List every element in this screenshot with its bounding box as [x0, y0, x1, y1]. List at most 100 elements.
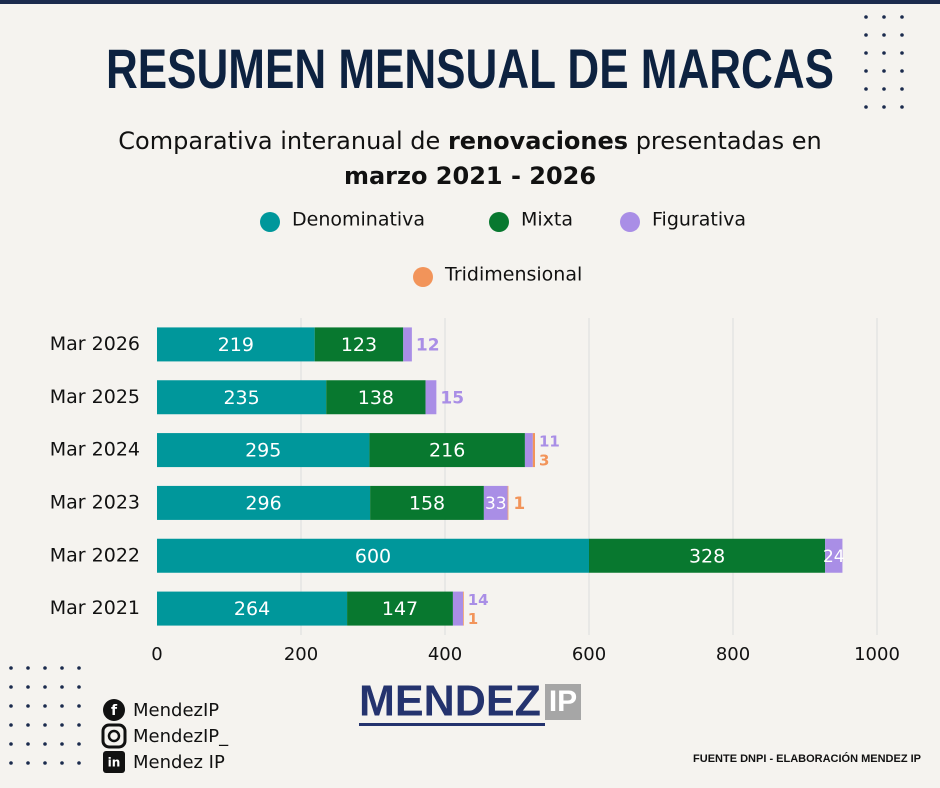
bar: [157, 327, 315, 362]
dot: [60, 742, 64, 746]
subtitle: Comparativa interanual de renovaciones p…: [118, 127, 821, 155]
dot: [43, 704, 47, 708]
chart-title: RESUMEN MENSUAL DE MARCAS: [106, 37, 834, 100]
dot: [900, 33, 904, 37]
social-handle: Mendez IP: [133, 752, 225, 773]
y-tick-label: Mar 2022: [50, 544, 140, 566]
value-label: 216: [429, 440, 465, 462]
value-label: 600: [355, 545, 391, 567]
x-tick-label: 800: [716, 644, 750, 665]
bar: [314, 327, 404, 362]
legend-swatch: [489, 212, 509, 232]
dot: [9, 685, 13, 689]
dot: [43, 742, 47, 746]
y-tick-label: Mar 2024: [50, 439, 140, 461]
value-label: 328: [689, 545, 725, 567]
dot: [77, 723, 81, 727]
value-label: 24: [823, 547, 845, 567]
dot: [900, 15, 904, 19]
dot: [864, 105, 868, 109]
bar: [425, 380, 437, 415]
dot: [77, 704, 81, 708]
dot: [43, 761, 47, 765]
value-label: 3: [539, 452, 549, 470]
x-tick-label: 200: [284, 644, 318, 665]
y-tick-label: Mar 2025: [50, 386, 140, 408]
value-label: 219: [218, 334, 254, 356]
social-handle: MendezIP_: [133, 726, 229, 747]
legend-swatch: [620, 212, 640, 232]
value-label: 138: [358, 387, 394, 409]
bar: [157, 591, 348, 626]
dot: [77, 685, 81, 689]
value-label: 14: [468, 591, 489, 609]
decoration: [9, 15, 904, 765]
bar: [589, 538, 826, 573]
bar: [326, 380, 426, 415]
dot: [60, 723, 64, 727]
logo-underline: [359, 723, 545, 726]
bar: [483, 485, 508, 520]
source: FUENTE DNPI - ELABORACIÓN MENDEZ IP: [693, 752, 921, 765]
bar: [157, 433, 370, 468]
value-label: 296: [245, 492, 281, 514]
bar: [524, 433, 533, 468]
dot: [882, 33, 886, 37]
legend-label: Figurativa: [652, 209, 746, 231]
dot: [26, 666, 30, 670]
value-label: 235: [223, 387, 259, 409]
dot: [864, 33, 868, 37]
dot: [60, 761, 64, 765]
bar: [532, 433, 535, 468]
dot: [77, 666, 81, 670]
dot: [60, 666, 64, 670]
dot: [26, 685, 30, 689]
legend-swatch: [413, 267, 433, 287]
dot: [43, 666, 47, 670]
bar: [452, 591, 463, 626]
bar: [403, 327, 412, 362]
bar: [825, 538, 843, 573]
value-label: 15: [440, 388, 464, 408]
dot: [900, 69, 904, 73]
instagram-icon: [101, 723, 127, 749]
dot: [60, 685, 64, 689]
dot: [9, 742, 13, 746]
x-tick-label: 400: [428, 644, 462, 665]
value-label: 12: [416, 335, 440, 355]
bar: [463, 591, 464, 626]
y-tick-label: Mar 2021: [50, 597, 140, 619]
legend-swatch: [260, 212, 280, 232]
dot: [26, 704, 30, 708]
facebook-icon: [103, 699, 125, 721]
value-label: 11: [539, 433, 560, 451]
value-label: 295: [245, 440, 281, 462]
dot: [900, 87, 904, 91]
x-tick-label: 600: [572, 644, 606, 665]
instagram-icon: [107, 729, 121, 743]
bar: [347, 591, 453, 626]
dot: [26, 761, 30, 765]
dot: [26, 723, 30, 727]
dot: [882, 51, 886, 55]
logo-text: IP: [549, 685, 577, 718]
x-tick-label: 1000: [854, 644, 900, 665]
value-label: 147: [382, 598, 418, 620]
y-tick-label: Mar 2023: [50, 491, 140, 513]
bar: [157, 485, 371, 520]
social-handle: MendezIP: [133, 700, 219, 721]
top-border: [0, 0, 940, 4]
subtitle-part: Comparativa interanual de: [118, 127, 448, 155]
bar: [507, 485, 509, 520]
dot: [9, 761, 13, 765]
dot: [864, 69, 868, 73]
bar: [157, 538, 589, 573]
value-label: 158: [409, 492, 445, 514]
subtitle-part: marzo 2021 - 2026: [344, 162, 596, 190]
legend-label: Denominativa: [292, 209, 425, 231]
dot: [77, 761, 81, 765]
value-label: 33: [485, 494, 507, 514]
subtitle-part: presentadas en: [628, 127, 822, 155]
